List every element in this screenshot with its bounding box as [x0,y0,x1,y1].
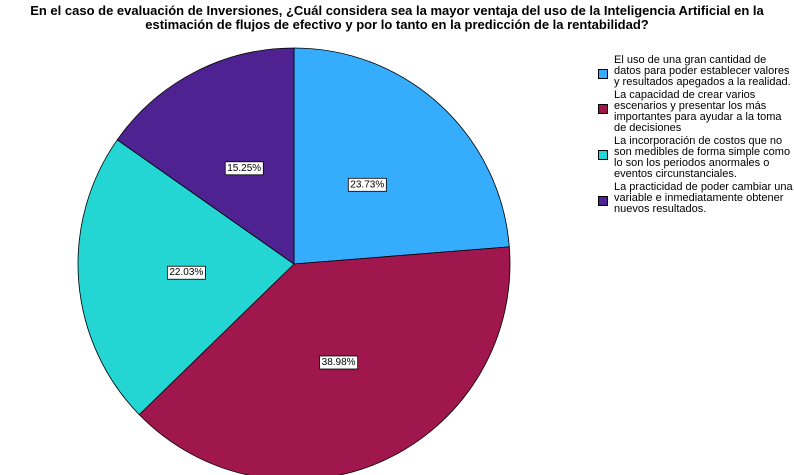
legend-swatch [598,69,608,79]
value-label: 15.25% [227,163,261,174]
legend-swatch [598,104,608,114]
label-box [224,161,264,176]
data-label: 22.03% [166,265,206,280]
legend-item: La practicidad de poder cambiar una vari… [598,182,794,215]
legend-label: La capacidad de crear varios escenarios … [614,89,782,134]
pie-slice [293,47,510,265]
legend-item: El uso de una gran cantidad de datos par… [598,55,794,88]
pie-slice [116,47,295,265]
chart-title: En el caso de evaluación de Inversiones,… [30,3,764,32]
legend-label: El uso de una gran cantidad de datos par… [614,54,791,88]
value-label: 22.03% [169,267,203,278]
legend-item: La incorporación de costos que no son me… [598,136,794,180]
label-box [166,265,206,280]
value-label: 38.98% [322,357,356,368]
data-label: 23.73% [347,177,387,192]
label-box [347,177,387,192]
label-box [319,355,359,370]
legend-swatch [598,150,608,160]
legend-label: La practicidad de poder cambiar una vari… [614,181,793,215]
legend-item: La capacidad de crear varios escenarios … [598,90,794,134]
legend: El uso de una gran cantidad de datos par… [598,55,794,217]
data-label: 15.25% [224,161,264,176]
legend-label: La incorporación de costos que no son me… [614,135,791,180]
legend-swatch [598,196,608,206]
data-label: 38.98% [319,355,359,370]
value-label: 23.73% [350,179,384,190]
